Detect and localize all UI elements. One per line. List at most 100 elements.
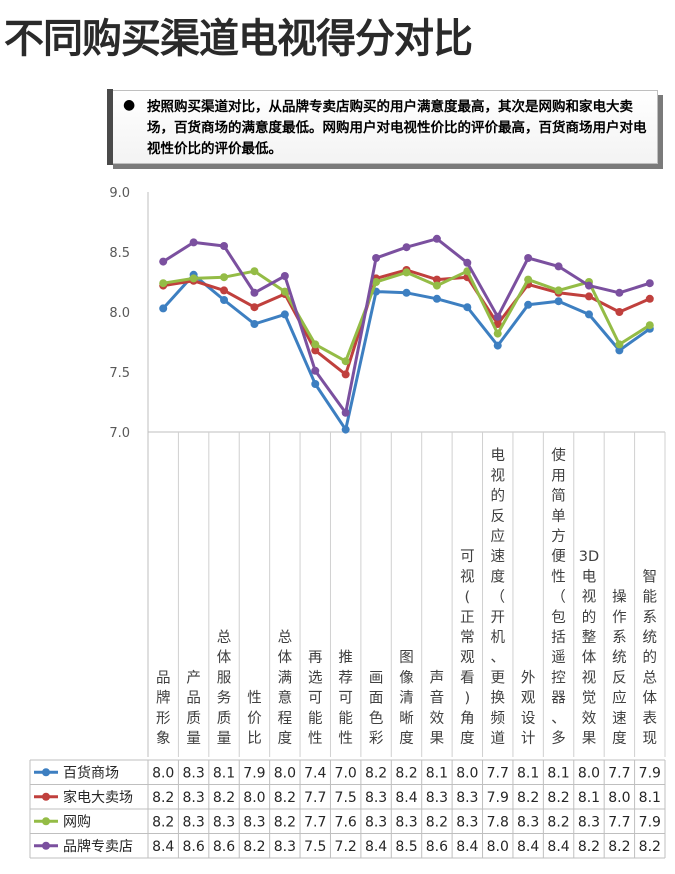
table-cell-value: 8.2 — [547, 814, 569, 830]
data-point — [615, 308, 624, 316]
table-cell-value: 8.3 — [456, 814, 478, 830]
category-label: 产品质量 — [186, 669, 201, 747]
data-point — [159, 257, 168, 266]
data-point — [493, 320, 502, 328]
category-label: 画面色彩 — [369, 670, 384, 747]
data-point — [220, 273, 229, 282]
series-line — [162, 269, 651, 363]
table-cell-value: 8.2 — [274, 814, 296, 830]
data-point — [615, 346, 624, 355]
table-cell-value: 8.4 — [395, 790, 417, 806]
table-cell-value: 8.2 — [608, 839, 630, 855]
data-point — [280, 287, 289, 296]
data-point — [463, 258, 472, 267]
table-cell-value: 8.3 — [365, 814, 387, 830]
data-point — [341, 370, 350, 379]
table-cell-value: 8.1 — [426, 765, 448, 781]
data-point — [220, 242, 229, 250]
data-point — [615, 340, 624, 349]
table-cell-value: 8.2 — [517, 790, 539, 806]
table-cell-value: 8.6 — [182, 839, 204, 855]
data-point — [372, 254, 381, 262]
data-point — [554, 262, 563, 271]
table-cell-value: 7.7 — [487, 765, 509, 781]
data-point — [584, 292, 593, 301]
data-point — [554, 286, 563, 295]
data-point — [645, 279, 654, 288]
table-cell-value: 8.2 — [274, 790, 296, 806]
table-cell-value: 8.3 — [182, 790, 204, 806]
data-point — [341, 357, 350, 366]
legend-key-marker — [42, 792, 50, 801]
category-label: 品牌形象 — [156, 669, 171, 747]
data-point — [524, 300, 533, 309]
data-point — [311, 346, 320, 355]
table-cell-value: 8.0 — [274, 765, 296, 781]
data-point — [493, 312, 502, 321]
y-tick-label: 7.0 — [109, 426, 130, 441]
category-label: 性价比 — [247, 690, 262, 747]
legend-label: 网购 — [63, 814, 91, 830]
table-cell-value: 7.7 — [608, 814, 630, 830]
table-cell-value: 8.3 — [365, 790, 387, 806]
data-point — [189, 238, 198, 247]
data-point — [280, 272, 289, 280]
table-cell-value: 7.6 — [335, 814, 357, 830]
legend-label: 家电大卖场 — [63, 789, 133, 806]
data-point — [250, 303, 259, 312]
data-point — [159, 304, 168, 313]
table-cell-value: 8.3 — [517, 814, 539, 830]
table-cell-value: 8.0 — [456, 765, 478, 781]
table-cell-value: 8.6 — [426, 839, 448, 855]
table-cell-value: 8.3 — [578, 814, 600, 830]
category-label: 3D 电视的整体视觉效果 — [579, 549, 599, 747]
category-label: 总体服务质量 — [217, 629, 232, 747]
category-label: 电视的反应速度（开机、更换频道 — [490, 447, 505, 747]
category-label: 图像清晰度 — [399, 650, 414, 747]
series-line — [162, 237, 651, 415]
y-tick-label: 8.5 — [109, 246, 130, 261]
data-point — [372, 278, 381, 286]
data-point — [524, 254, 533, 262]
table-cell-value: 8.3 — [243, 814, 265, 830]
data-point — [432, 234, 441, 243]
data-table-grid — [29, 759, 666, 859]
page-title: 不同购买渠道电视得分对比 — [4, 16, 473, 62]
data-point — [524, 275, 533, 284]
y-tick-label: 7.5 — [109, 366, 130, 381]
data-point — [250, 320, 259, 328]
data-point — [341, 425, 350, 434]
table-cell-value: 8.3 — [213, 814, 235, 830]
y-tick-label: 9.0 — [109, 186, 130, 201]
data-point — [402, 288, 411, 297]
data-point — [311, 366, 320, 375]
data-point — [220, 286, 229, 295]
data-point — [645, 321, 654, 330]
data-point — [432, 281, 441, 290]
summary-callout: ● 按照购买渠道对比，从品牌专卖店购买的用户满意度最高，其次是网购和家电大卖场，… — [107, 89, 658, 165]
data-point — [432, 294, 441, 303]
table-cell-value: 8.1 — [578, 790, 600, 806]
table-cell-value: 7.7 — [304, 814, 326, 830]
table-cell-value: 8.2 — [639, 839, 661, 855]
table-cell-value: 8.2 — [547, 790, 569, 806]
data-point — [463, 303, 472, 312]
data-point — [554, 297, 563, 306]
data-point — [584, 310, 593, 319]
table-cell-value: 7.7 — [304, 790, 326, 806]
table-cell-value: 7.5 — [304, 839, 326, 855]
data-point — [250, 267, 259, 276]
data-point — [615, 288, 624, 297]
table-cell-value: 8.3 — [182, 765, 204, 781]
data-point — [645, 294, 654, 303]
data-point — [280, 310, 289, 319]
table-cell-value: 8.3 — [395, 814, 417, 830]
table-cell-value: 7.9 — [243, 765, 265, 781]
category-label: 再选可能性 — [308, 650, 323, 747]
table-cell-value: 8.0 — [608, 790, 630, 806]
data-point — [402, 268, 411, 277]
bullet-icon: ● — [123, 97, 136, 113]
category-label: 总体满意程度 — [278, 629, 293, 747]
